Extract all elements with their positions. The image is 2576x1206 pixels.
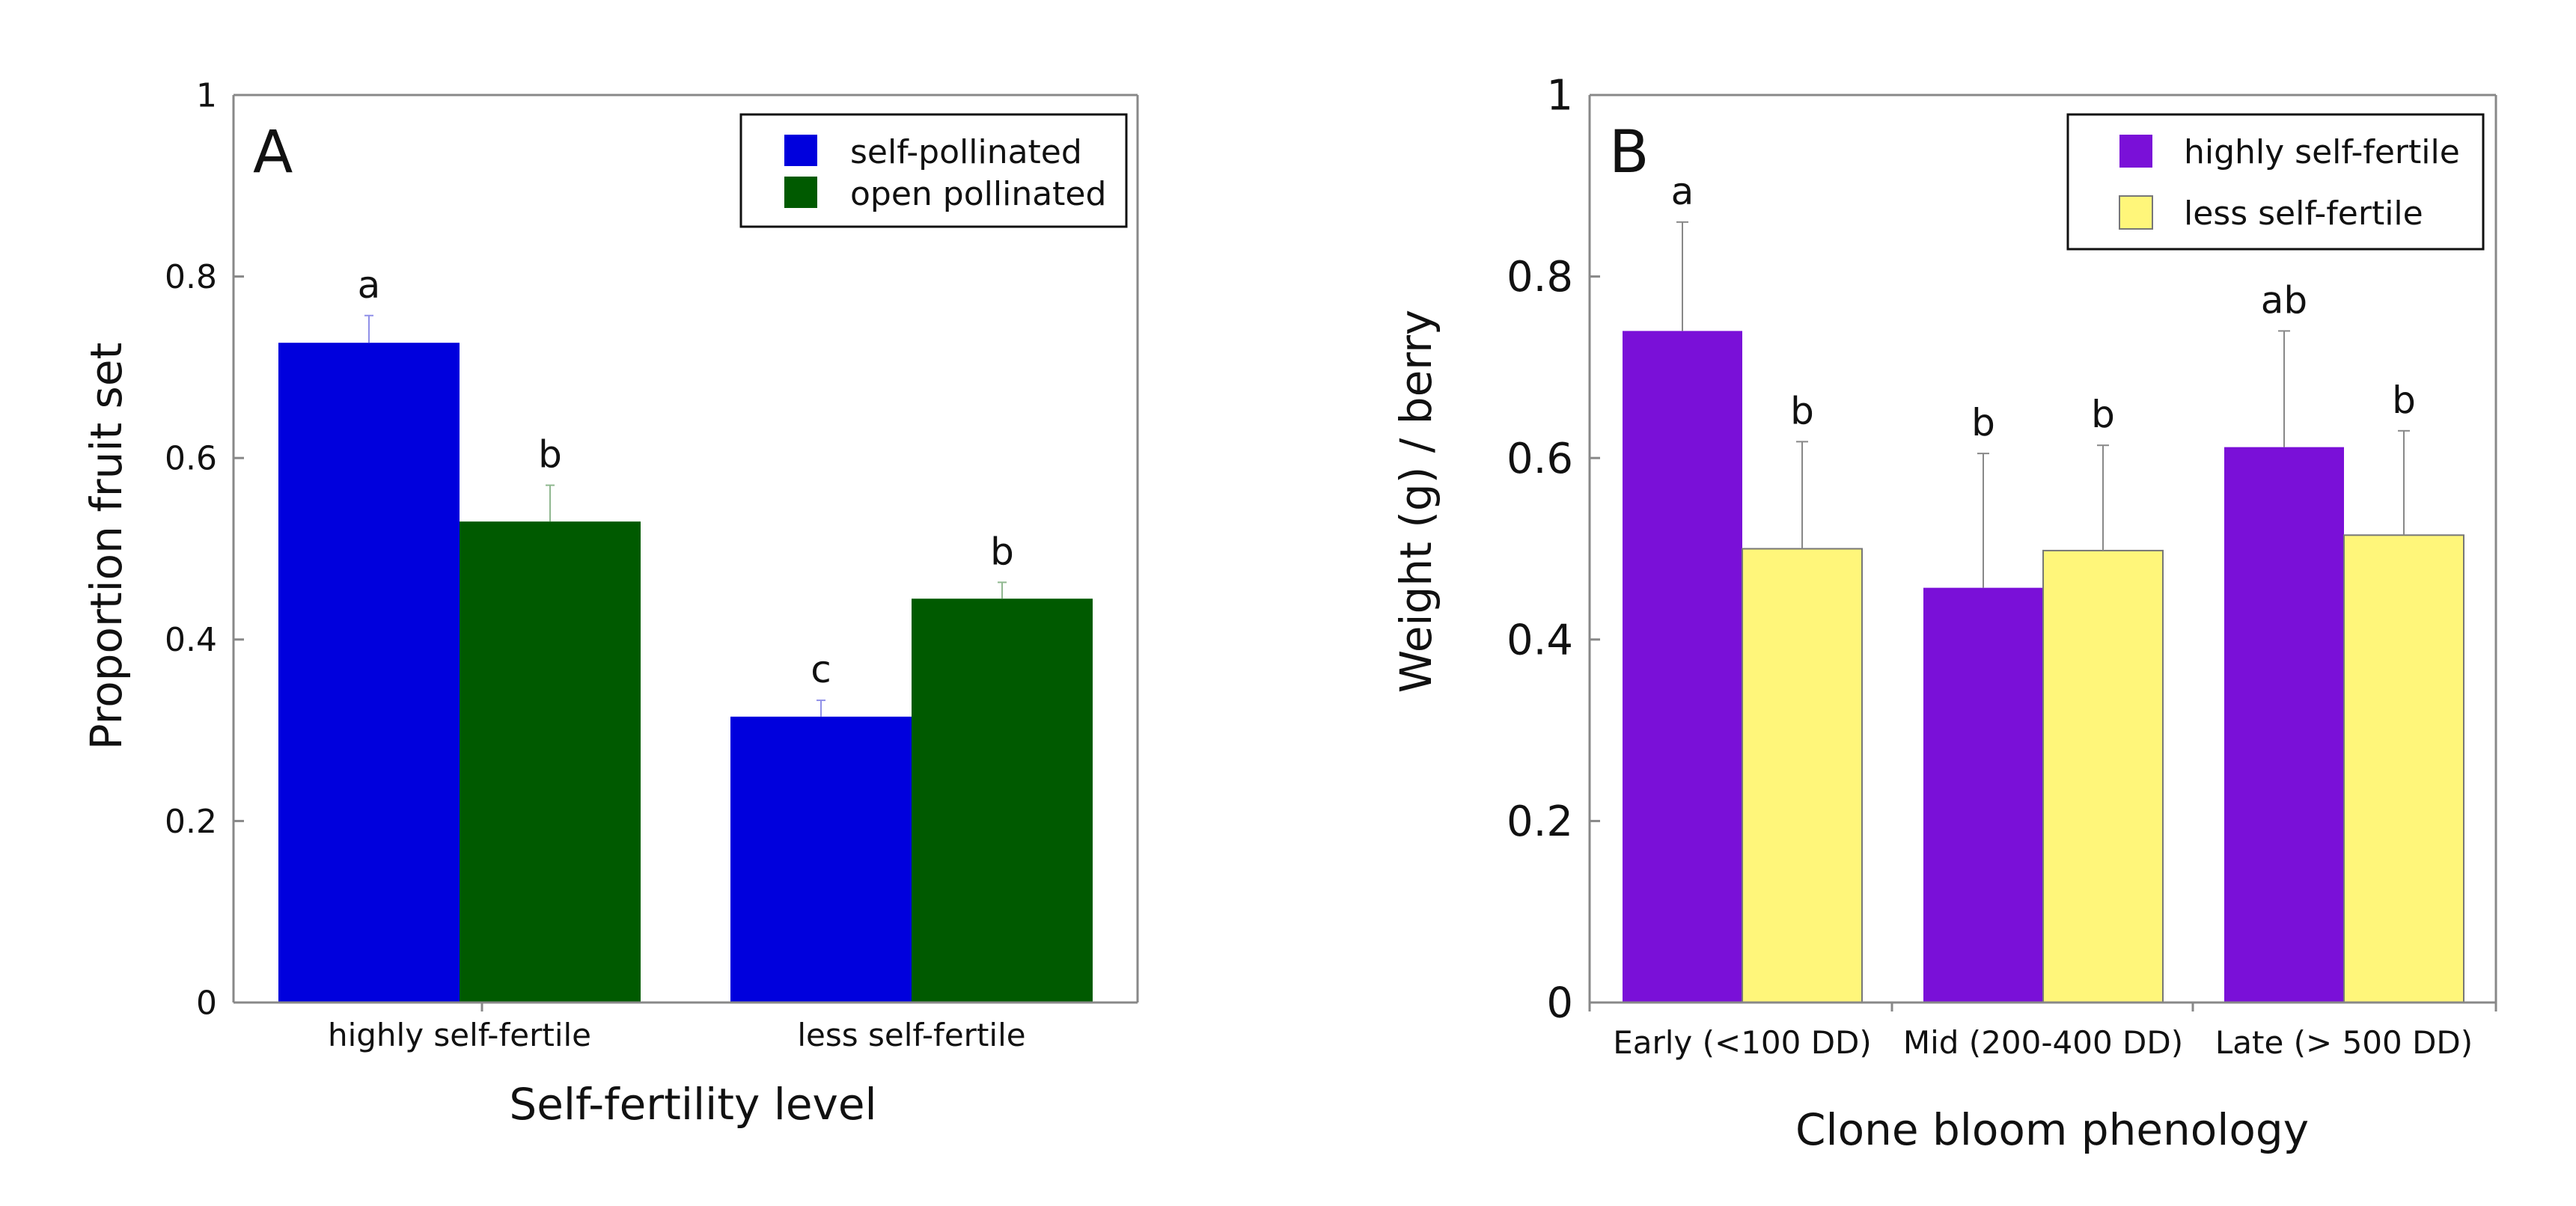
chart-a-significance-letter: b	[990, 530, 1014, 573]
chart-b-significance-letter: ab	[2261, 278, 2307, 322]
chart-a-panel-label: A	[253, 119, 293, 186]
chart-a-legend-label-1: self-pollinated	[850, 133, 1082, 171]
chart-b-x-tick-label: Mid (200-400 DD)	[1903, 1024, 2183, 1061]
chart-b-y-tick-label: 0.2	[1507, 798, 1573, 846]
chart-a-x-tick-label: highly self-fertile	[328, 1017, 591, 1053]
chart-b-significance-letter: a	[1671, 170, 1694, 213]
chart-b-significance-letter: b	[2091, 393, 2115, 436]
chart-b-x-tick-label: Late (> 500 DD)	[2215, 1024, 2473, 1061]
chart-a-y-ticks: 0 0.2 0.4 0.6 0.8 1	[165, 76, 244, 1022]
chart-a-bar	[730, 716, 912, 1003]
chart-a-legend-label-2: open pollinated	[850, 175, 1106, 213]
chart-a-y-tick-label: 0	[196, 984, 217, 1022]
chart-b-x-tick-label: Early (<100 DD)	[1613, 1024, 1872, 1061]
chart-a-x-axis-title: Self-fertility level	[509, 1079, 876, 1130]
chart-a-significance-letter: a	[358, 263, 381, 307]
chart-b-y-ticks: 0 0.2 0.4 0.6 0.8 1	[1507, 72, 1600, 1028]
chart-b-axes	[1588, 94, 2497, 1004]
chart-b-y-axis-title: Weight (g) / berry	[1391, 310, 1441, 693]
chart-b-panel-label: B	[1609, 119, 1649, 186]
chart-b-bar	[1742, 548, 1863, 1003]
chart-b-x-axis-title: Clone bloom phenology	[1795, 1104, 2309, 1155]
chart-b-significance-letter: b	[2392, 379, 2416, 422]
chart-b-bar	[2343, 534, 2464, 1003]
chart-a-bar	[278, 343, 460, 1003]
chart-b-significance-letter: b	[1971, 401, 1995, 444]
chart-a-bars	[278, 343, 1093, 1003]
chart-b-y-tick-label: 1	[1546, 72, 1573, 120]
chart-a-y-tick-label: 1	[196, 76, 217, 114]
chart-a-x-ticks: highly self-fertile less self-fertile	[328, 1003, 1026, 1053]
chart-b-y-tick-label: 0.8	[1507, 253, 1573, 302]
chart-b-y-tick-label: 0.4	[1507, 616, 1573, 664]
chart-b-legend-label-2: less self-fertile	[2184, 195, 2423, 233]
chart-a-bar-letters: a c b b	[358, 263, 1014, 691]
chart-a-y-tick-label: 0.8	[165, 258, 217, 296]
chart-a-significance-letter: b	[538, 433, 562, 477]
chart-b-bar	[2224, 447, 2344, 1003]
chart-a-bar	[912, 599, 1093, 1003]
chart-a: a c b b 0 0.2 0.4 0.6 0.8 1 highly self-fertile l…	[81, 76, 1139, 1130]
chart-a-y-axis-title: Proportion fruit set	[81, 343, 132, 750]
chart-a-legend: self-pollinated open pollinated	[739, 113, 1128, 228]
chart-b-bar	[1923, 587, 2043, 1003]
chart-a-legend-swatch-2	[784, 177, 817, 208]
chart-b-x-ticks: Early (<100 DD) Mid (200-400 DD) Late (> 5…	[1588, 1003, 2497, 1061]
chart-a-errorbars	[364, 314, 1007, 717]
chart-a-axes	[232, 94, 1139, 1004]
chart-b-significance-letter: b	[1790, 389, 1814, 432]
chart-b-y-tick-label: 0.6	[1507, 435, 1573, 483]
chart-b-bar	[2042, 549, 2164, 1003]
chart-b-legend-swatch-1	[2119, 135, 2152, 168]
chart-b-bar	[1623, 331, 1742, 1003]
chart-a-significance-letter: c	[811, 648, 831, 691]
chart-a-bar	[460, 521, 641, 1003]
chart-a-y-tick-label: 0.6	[165, 440, 217, 478]
chart-a-x-tick-label: less self-fertile	[797, 1017, 1025, 1053]
chart-b-legend: highly self-fertile less self-fertile	[2066, 113, 2485, 251]
chart-b-y-tick-label: 0	[1546, 979, 1573, 1028]
chart-a-legend-swatch-1	[784, 135, 817, 166]
chart-b-legend-swatch-2	[2119, 195, 2153, 230]
chart-b-errorbars	[1676, 221, 2410, 588]
chart-a-y-tick-label: 0.4	[165, 621, 217, 659]
chart-a-y-tick-label: 0.2	[165, 803, 217, 841]
chart-b-legend-label-1: highly self-fertile	[2184, 133, 2460, 171]
chart-b-bars	[1623, 331, 2464, 1003]
